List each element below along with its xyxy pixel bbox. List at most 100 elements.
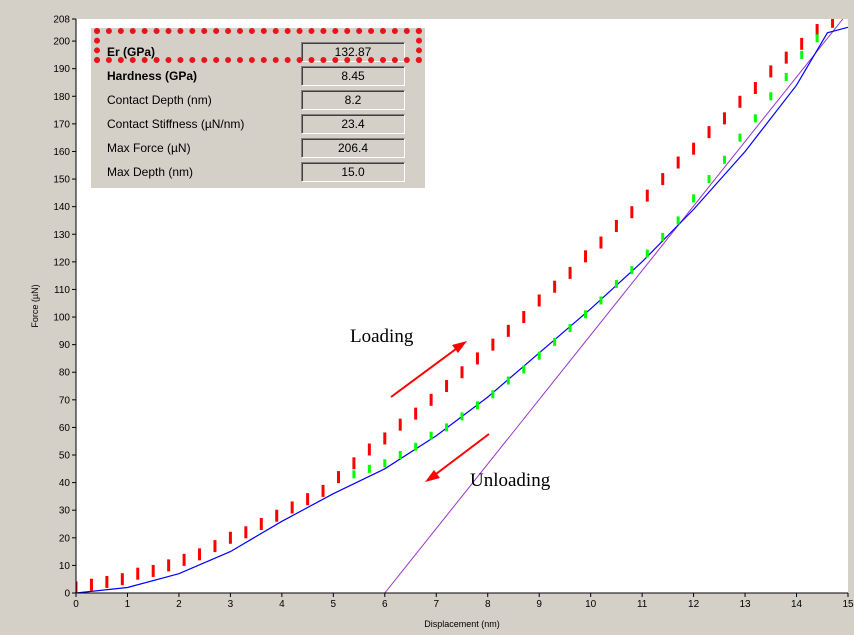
x-tick-label: 4 bbox=[279, 599, 285, 610]
y-tick-label: 200 bbox=[53, 37, 70, 48]
y-tick-label: 130 bbox=[53, 230, 70, 241]
y-tick-label: 70 bbox=[59, 395, 71, 406]
y-tick-label: 190 bbox=[53, 64, 70, 75]
y-tick-label: 80 bbox=[59, 368, 71, 379]
y-ticks: 0 10 20 30 40 50 60 70 80 90 100 110 120 130 140 150 160… bbox=[53, 15, 76, 600]
loading-point bbox=[105, 575, 109, 588]
y-tick-label: 120 bbox=[53, 257, 70, 268]
y-tick-label: 30 bbox=[59, 506, 71, 517]
loading-point bbox=[383, 432, 387, 445]
loading-point bbox=[120, 573, 124, 586]
unloading-point bbox=[383, 459, 387, 468]
x-axis-title: Displacement (nm) bbox=[424, 619, 500, 629]
loading-point bbox=[429, 393, 433, 406]
unloading-point bbox=[568, 324, 572, 333]
unloading-point bbox=[398, 451, 402, 460]
er-label: Er (GPa) bbox=[107, 45, 156, 59]
y-tick-label: 60 bbox=[59, 423, 71, 434]
loading-point bbox=[213, 540, 217, 553]
result-row-contact-stiffness: Contact Stiffness (µN/nm) 23.4 bbox=[91, 113, 425, 135]
unloading-point bbox=[537, 351, 541, 360]
x-tick-label: 13 bbox=[740, 599, 752, 610]
loading-point bbox=[784, 51, 788, 64]
loading-point bbox=[275, 509, 279, 522]
stiffness-line bbox=[384, 19, 844, 593]
unloading-point bbox=[460, 412, 464, 421]
unloading-point bbox=[614, 279, 618, 288]
x-tick-label: 8 bbox=[485, 599, 491, 610]
y-tick-label: 50 bbox=[59, 451, 71, 462]
unloading-point bbox=[753, 114, 757, 123]
x-tick-label: 0 bbox=[73, 599, 79, 610]
loading-point bbox=[321, 484, 325, 497]
unloading-point bbox=[475, 401, 479, 410]
unloading-point bbox=[784, 72, 788, 81]
unloading-point bbox=[707, 175, 711, 184]
loading-point bbox=[198, 548, 202, 561]
loading-point bbox=[800, 37, 804, 50]
x-tick-label: 7 bbox=[433, 599, 439, 610]
loading-point bbox=[460, 366, 464, 379]
loading-point bbox=[645, 189, 649, 202]
loading-point bbox=[661, 173, 665, 186]
unloading-point bbox=[630, 266, 634, 275]
y-tick-label: 150 bbox=[53, 175, 70, 186]
result-row-max-force: Max Force (µN) 206.4 bbox=[91, 137, 425, 159]
contact-stiffness-value: 23.4 bbox=[301, 114, 405, 134]
loading-point bbox=[336, 471, 340, 484]
loading-point bbox=[306, 493, 310, 506]
x-tick-label: 5 bbox=[331, 599, 337, 610]
unloading-point bbox=[692, 194, 696, 203]
unloading-point bbox=[367, 464, 371, 473]
unloading-label: Unloading bbox=[470, 470, 551, 491]
loading-point bbox=[692, 142, 696, 155]
fit-curve bbox=[76, 26, 848, 593]
contact-stiffness-label: Contact Stiffness (µN/nm) bbox=[107, 117, 245, 131]
result-row-max-depth: Max Depth (nm) 15.0 bbox=[91, 161, 425, 183]
loading-point bbox=[167, 559, 171, 572]
unloading-point bbox=[676, 216, 680, 225]
y-tick-label: 170 bbox=[53, 119, 70, 130]
loading-point bbox=[414, 407, 418, 420]
loading-point bbox=[831, 19, 835, 28]
loading-point bbox=[506, 324, 510, 337]
x-tick-label: 9 bbox=[536, 599, 542, 610]
x-tick-label: 15 bbox=[842, 599, 854, 610]
y-tick-label: 10 bbox=[59, 561, 71, 572]
x-tick-label: 14 bbox=[791, 599, 803, 610]
contact-depth-value: 8.2 bbox=[301, 90, 405, 110]
unloading-point bbox=[815, 34, 819, 43]
loading-point bbox=[136, 567, 140, 580]
loading-point bbox=[676, 156, 680, 169]
unloading-point bbox=[522, 365, 526, 374]
unloading-point bbox=[445, 423, 449, 432]
loading-point bbox=[738, 95, 742, 108]
x-tick-label: 6 bbox=[382, 599, 388, 610]
loading-point bbox=[89, 578, 93, 591]
loading-point bbox=[537, 294, 541, 307]
x-tick-label: 10 bbox=[585, 599, 597, 610]
loading-point bbox=[707, 126, 711, 139]
y-axis-title: Force (µN) bbox=[30, 284, 40, 327]
y-tick-label: 0 bbox=[64, 589, 70, 600]
loading-point bbox=[815, 24, 819, 37]
x-tick-label: 2 bbox=[176, 599, 182, 610]
er-highlight-box bbox=[94, 28, 422, 63]
y-tick-label: 20 bbox=[59, 533, 71, 544]
unloading-point bbox=[769, 92, 773, 101]
unloading-point bbox=[352, 470, 356, 479]
unloading-point bbox=[491, 390, 495, 399]
loading-point bbox=[244, 526, 248, 539]
unloading-point bbox=[738, 133, 742, 142]
series-layer bbox=[76, 19, 848, 593]
y-tick-label: 90 bbox=[59, 340, 71, 351]
loading-point bbox=[352, 457, 356, 470]
y-tick-label: 208 bbox=[53, 15, 70, 26]
x-tick-label: 1 bbox=[125, 599, 131, 610]
loading-point bbox=[614, 219, 618, 232]
loading-point bbox=[76, 581, 78, 593]
loading-point bbox=[491, 338, 495, 351]
contact-depth-label: Contact Depth (nm) bbox=[107, 93, 212, 107]
loading-arrow bbox=[390, 341, 467, 398]
unloading-point bbox=[645, 249, 649, 258]
